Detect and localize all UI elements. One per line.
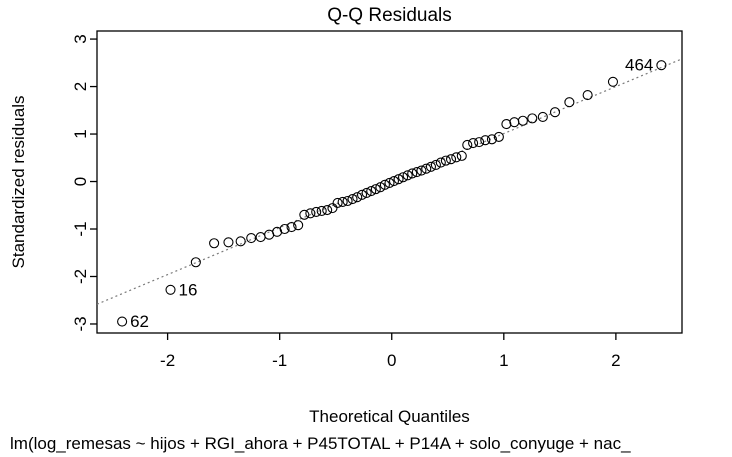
x-tick-label: -2 bbox=[160, 351, 175, 370]
outlier-label-464: 464 bbox=[625, 56, 653, 75]
data-point bbox=[537, 111, 548, 122]
outlier-label-62: 62 bbox=[130, 312, 149, 331]
chart-title: Q-Q Residuals bbox=[327, 5, 452, 26]
data-point bbox=[311, 206, 322, 217]
y-axis-label: Standardized residuals bbox=[9, 96, 28, 269]
data-point bbox=[451, 152, 462, 163]
data-point bbox=[235, 236, 246, 247]
data-point bbox=[322, 204, 333, 216]
data-point bbox=[393, 174, 404, 185]
data-point bbox=[398, 172, 409, 183]
data-point bbox=[286, 222, 297, 233]
data-point bbox=[327, 203, 338, 214]
data-point bbox=[509, 117, 520, 128]
data-point bbox=[402, 170, 413, 181]
data-point bbox=[293, 220, 304, 231]
data-point bbox=[486, 134, 497, 145]
data-point bbox=[421, 163, 432, 174]
y-tick-label: 0 bbox=[71, 177, 90, 186]
data-point bbox=[255, 232, 266, 243]
y-tick-label: 1 bbox=[71, 129, 90, 138]
data-point bbox=[272, 226, 283, 237]
data-point bbox=[342, 195, 353, 207]
data-point bbox=[564, 97, 575, 108]
data-point bbox=[379, 179, 390, 190]
data-point bbox=[462, 139, 473, 151]
data-point bbox=[407, 168, 418, 179]
data-point bbox=[607, 76, 619, 87]
data-point bbox=[117, 316, 128, 327]
data-point bbox=[223, 237, 234, 248]
data-point bbox=[305, 208, 316, 219]
outlier-label-16: 16 bbox=[179, 280, 198, 299]
data-point bbox=[501, 119, 512, 130]
data-point bbox=[352, 192, 363, 203]
qq-reference-line bbox=[97, 58, 682, 305]
data-point bbox=[549, 107, 561, 118]
y-tick-label: 3 bbox=[71, 34, 90, 43]
data-point bbox=[456, 150, 467, 161]
data-point bbox=[279, 223, 290, 235]
data-point bbox=[332, 197, 343, 208]
x-tick-label: -1 bbox=[272, 351, 287, 370]
x-tick-label: 1 bbox=[499, 351, 508, 370]
data-point bbox=[656, 60, 667, 71]
model-formula-caption: lm(log_remesas ~ hijos + RGI_ahora + P45… bbox=[10, 434, 631, 453]
y-tick-label: -1 bbox=[71, 221, 90, 236]
x-tick-label: 2 bbox=[611, 351, 620, 370]
data-point bbox=[209, 238, 220, 249]
data-point bbox=[361, 187, 372, 198]
data-point bbox=[430, 159, 441, 170]
data-point bbox=[527, 113, 538, 124]
y-tick-label: 2 bbox=[71, 82, 90, 91]
data-point bbox=[370, 184, 381, 195]
data-point bbox=[356, 189, 368, 200]
data-point bbox=[517, 115, 528, 126]
data-point bbox=[480, 135, 491, 146]
y-tick-label: -3 bbox=[71, 316, 90, 331]
data-point bbox=[445, 154, 457, 165]
axes-layer: -2 -1 0 1 2 -3 -2 -1 0 1 2 3 bbox=[71, 30, 683, 370]
data-point bbox=[347, 194, 358, 205]
x-tick-label: 0 bbox=[387, 351, 396, 370]
data-point bbox=[384, 177, 395, 188]
data-point bbox=[440, 155, 451, 166]
data-series-layer: 62 16 464 bbox=[97, 56, 682, 331]
data-point bbox=[366, 185, 377, 197]
data-point bbox=[316, 205, 327, 217]
data-point bbox=[337, 196, 348, 207]
data-point bbox=[425, 161, 437, 172]
data-point bbox=[165, 284, 176, 295]
data-point bbox=[435, 157, 446, 168]
data-point bbox=[474, 137, 485, 148]
y-tick-label: -2 bbox=[71, 269, 90, 284]
x-axis-label: Theoretical Quantiles bbox=[309, 407, 470, 426]
data-point bbox=[299, 209, 310, 220]
data-point bbox=[416, 165, 427, 176]
data-point bbox=[190, 257, 201, 268]
data-point bbox=[468, 138, 479, 149]
data-point bbox=[411, 166, 422, 178]
data-point bbox=[582, 90, 593, 101]
data-point bbox=[493, 131, 504, 142]
data-point bbox=[388, 176, 400, 187]
